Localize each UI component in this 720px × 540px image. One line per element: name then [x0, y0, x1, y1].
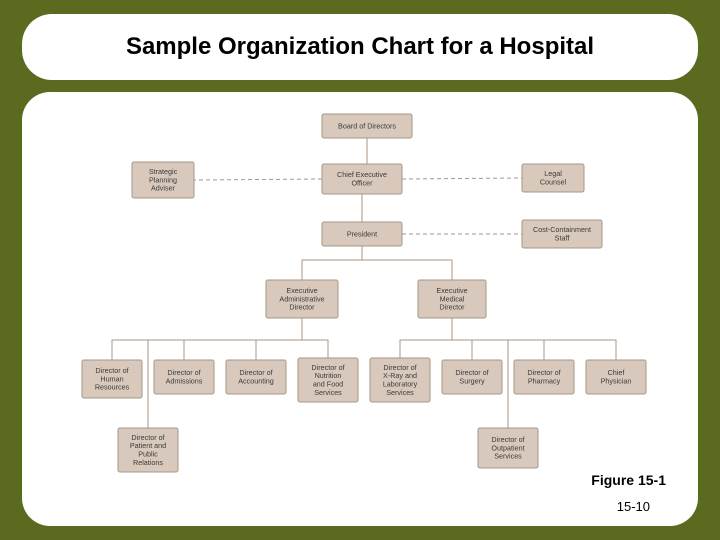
- org-node-cost: Cost-ContainmentStaff: [522, 220, 602, 248]
- org-node-ead: ExecutiveAdministrativeDirector: [266, 280, 338, 318]
- svg-text:Admissions: Admissions: [166, 376, 203, 385]
- svg-text:Physician: Physician: [601, 376, 632, 385]
- org-node-hr: Director ofHumanResources: [82, 360, 142, 398]
- svg-text:Adviser: Adviser: [151, 184, 176, 193]
- svg-text:Relations: Relations: [133, 458, 163, 467]
- svg-text:Director: Director: [289, 303, 315, 312]
- org-node-xray: Director ofX-Ray andLaboratoryServices: [370, 358, 430, 402]
- svg-text:Services: Services: [386, 388, 414, 397]
- title-panel: Sample Organization Chart for a Hospital: [22, 14, 698, 80]
- svg-text:Services: Services: [494, 452, 522, 461]
- org-node-ppr: Director ofPatient andPublicRelations: [118, 428, 178, 472]
- svg-text:Pharmacy: Pharmacy: [528, 376, 561, 385]
- svg-text:Board of Directors: Board of Directors: [338, 121, 396, 130]
- org-node-emd: ExecutiveMedicalDirector: [418, 280, 486, 318]
- org-node-surg: Director ofSurgery: [442, 360, 502, 394]
- org-node-out: Director ofOutpatientServices: [478, 428, 538, 468]
- org-node-pharm: Director ofPharmacy: [514, 360, 574, 394]
- svg-text:Accounting: Accounting: [238, 376, 274, 385]
- svg-text:Services: Services: [314, 388, 342, 397]
- page-number: 15-10: [617, 499, 650, 514]
- org-node-adm: Director ofAdmissions: [154, 360, 214, 394]
- svg-text:Officer: Officer: [351, 178, 373, 187]
- org-chart: Board of Directors Chief ExecutiveOfficer…: [22, 92, 698, 526]
- chart-panel: Board of Directors Chief ExecutiveOfficer…: [22, 92, 698, 526]
- svg-text:Surgery: Surgery: [459, 376, 485, 385]
- svg-text:Director: Director: [439, 303, 465, 312]
- svg-text:Resources: Resources: [95, 383, 130, 392]
- svg-text:Staff: Staff: [555, 233, 570, 242]
- org-node-board: Board of Directors: [322, 114, 412, 138]
- org-node-pres: President: [322, 222, 402, 246]
- svg-text:President: President: [347, 229, 377, 238]
- org-node-chief: ChiefPhysician: [586, 360, 646, 394]
- page-title: Sample Organization Chart for a Hospital: [126, 33, 594, 61]
- figure-label: Figure 15-1: [591, 472, 666, 488]
- org-node-spa: StrategicPlanningAdviser: [132, 162, 194, 198]
- org-node-ceo: Chief ExecutiveOfficer: [322, 164, 402, 194]
- org-node-food: Director ofNutritionand FoodServices: [298, 358, 358, 402]
- org-node-legal: LegalCounsel: [522, 164, 584, 192]
- org-node-acct: Director ofAccounting: [226, 360, 286, 394]
- svg-text:Counsel: Counsel: [540, 177, 567, 186]
